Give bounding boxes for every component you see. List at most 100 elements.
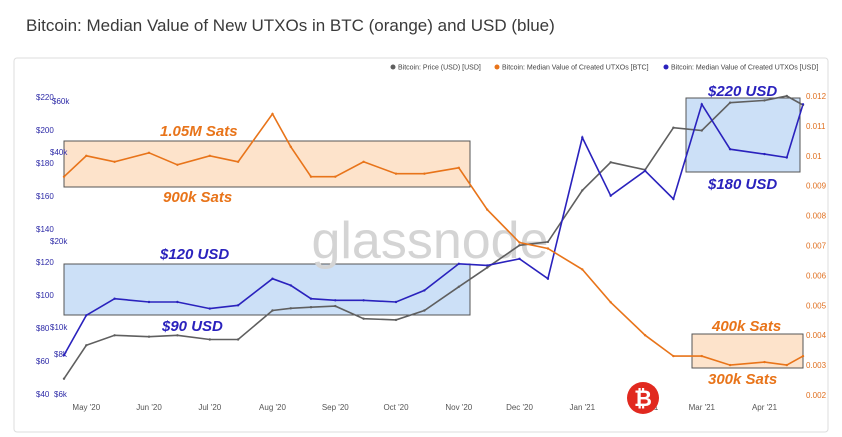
- data-point-series-0-5: [208, 338, 211, 341]
- y-right-tick: 0.012: [806, 92, 827, 101]
- y-left-tick: $100: [36, 291, 54, 300]
- data-point-series-0-12: [394, 318, 398, 322]
- data-point-series-1-17: [546, 247, 550, 250]
- data-point-series-1-18: [581, 268, 584, 271]
- x-tick: Sep '20: [322, 403, 349, 412]
- data-point-series-1-6: [236, 160, 240, 163]
- data-point-series-2-20: [643, 169, 647, 172]
- data-point-series-0-17: [546, 240, 550, 244]
- y-left-tick: $200: [36, 126, 54, 135]
- y-axis-price: $60k $40k $20k $10k $8k $6k: [50, 97, 70, 399]
- data-point-series-2-19: [609, 194, 612, 197]
- data-point-series-0-8: [289, 307, 292, 310]
- data-point-series-0-24: [763, 99, 766, 102]
- data-point-series-0-13: [423, 309, 426, 312]
- data-point-series-2-18: [581, 136, 584, 139]
- annotation-1.05m-sats: 1.05M Sats: [160, 123, 238, 140]
- x-tick: Jan '21: [570, 403, 596, 412]
- y-left-tick: $140: [36, 225, 54, 234]
- data-point-series-1-13: [423, 172, 426, 175]
- data-point-series-1-10: [334, 175, 337, 178]
- series-points: [62, 94, 805, 380]
- data-point-series-2-13: [423, 289, 426, 292]
- data-point-series-2-1: [85, 314, 88, 317]
- data-point-series-2-7: [271, 277, 274, 280]
- data-point-series-1-11: [362, 160, 365, 163]
- data-point-series-0-25: [785, 94, 788, 98]
- data-point-series-2-23: [728, 148, 732, 151]
- data-point-series-0-9: [309, 306, 313, 309]
- x-tick: May '20: [72, 403, 100, 412]
- data-point-series-0-23: [728, 101, 732, 104]
- y-left-tick: $80: [36, 324, 50, 333]
- y-right-tick: 0.008: [806, 212, 827, 221]
- data-point-series-2-17: [546, 277, 550, 280]
- svg-text:₿: ₿: [634, 386, 652, 411]
- x-tick: Apr '21: [752, 403, 778, 412]
- usd-range-box-left: [63, 263, 471, 316]
- data-point-series-2-24: [763, 152, 766, 156]
- data-point-series-2-9: [309, 297, 313, 300]
- data-point-series-0-6: [236, 338, 240, 341]
- data-point-series-1-12: [394, 172, 398, 175]
- data-point-series-2-5: [208, 307, 211, 310]
- data-point-series-0-18: [581, 189, 584, 192]
- x-tick: Jun '20: [136, 403, 162, 412]
- data-point-series-1-22: [700, 354, 703, 358]
- data-point-series-0-10: [334, 304, 337, 308]
- data-point-series-0-11: [362, 317, 365, 320]
- page-title: Bitcoin: Median Value of New UTXOs in BT…: [26, 16, 555, 35]
- legend-btc-label: Bitcoin: Median Value of Created UTXOs […: [502, 65, 649, 72]
- data-point-series-2-16: [518, 257, 521, 260]
- data-point-series-0-21: [672, 126, 675, 129]
- data-point-series-1-5: [208, 154, 211, 157]
- data-point-series-1-20: [643, 334, 647, 337]
- y-right-tick: 0.004: [806, 331, 827, 340]
- data-point-series-2-12: [394, 300, 398, 304]
- data-point-series-0-7: [271, 309, 274, 312]
- y-right-tick: 0.003: [806, 361, 827, 370]
- watermark: glassnode: [311, 212, 548, 270]
- x-tick: Oct '20: [383, 403, 409, 412]
- data-point-series-0-0: [62, 377, 66, 380]
- data-point-series-2-22: [700, 103, 703, 106]
- x-tick: Nov '20: [445, 403, 472, 412]
- y-left-tick: $220: [36, 93, 54, 102]
- data-point-series-2-2: [113, 297, 116, 300]
- data-point-series-2-6: [236, 304, 240, 307]
- data-point-series-1-24: [763, 360, 766, 364]
- annotation-90-usd: $90 USD: [161, 318, 223, 335]
- data-point-series-0-22: [700, 129, 703, 132]
- data-point-series-2-3: [147, 300, 151, 304]
- y-right-tick: 0.002: [806, 391, 827, 400]
- data-point-series-2-0: [62, 353, 66, 357]
- data-point-series-1-25: [785, 363, 788, 367]
- data-point-series-2-8: [289, 284, 292, 287]
- data-point-series-0-4: [176, 334, 179, 337]
- y-left-tick: $180: [36, 159, 54, 168]
- data-point-series-2-4: [176, 300, 179, 304]
- legend-usd-marker: [663, 64, 669, 70]
- legend-price-marker: [390, 64, 396, 70]
- annotation-220-usd: $220 USD: [707, 83, 777, 100]
- data-point-series-2-14: [457, 262, 460, 265]
- data-point-series-1-9: [309, 175, 313, 178]
- annotation-300k-sats: 300k Sats: [708, 371, 777, 388]
- data-point-series-1-1: [85, 154, 88, 157]
- usd-range-box-right: [685, 97, 801, 173]
- data-point-series-1-2: [113, 160, 116, 163]
- data-point-series-2-25: [785, 156, 788, 159]
- btc-range-box-right: [691, 333, 804, 369]
- y-right-tick: 0.009: [806, 182, 827, 191]
- data-point-series-1-16: [518, 241, 521, 244]
- y-price-tick: $20k: [50, 237, 68, 246]
- data-point-series-2-21: [672, 197, 675, 201]
- y-right-tick: 0.011: [806, 122, 826, 131]
- data-point-series-0-2: [113, 334, 116, 337]
- y-left-tick: $160: [36, 192, 54, 201]
- data-point-series-1-14: [457, 166, 460, 169]
- data-point-series-0-16: [518, 244, 521, 247]
- x-tick: Aug '20: [259, 403, 286, 412]
- annotation-400k-sats: 400k Sats: [711, 318, 781, 335]
- data-point-series-0-1: [85, 344, 88, 347]
